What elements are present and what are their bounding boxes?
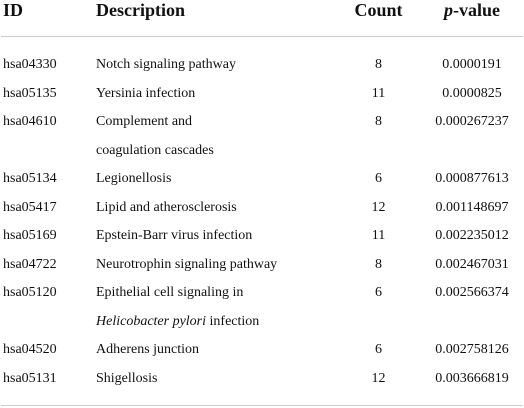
header-cell: p-value [421, 0, 523, 37]
table-cell: Legionellosis [96, 171, 172, 186]
cell-text: Epithelial cell signaling in [96, 285, 244, 300]
table-cell: 0.001148697 [435, 199, 509, 215]
table-cell: 0.000877613 [435, 171, 509, 186]
table-cell: hsa05417 [3, 199, 57, 215]
table-cell: 0.000267237 [435, 114, 509, 129]
table-body: hsa04330 Notch signaling pathway 8 0.000019… [1, 37, 523, 406]
table-cell: Epithelial cell signaling in Helicobacter… [96, 279, 336, 336]
header-row: ID Description Count p-value [1, 0, 523, 37]
table-cell: Lipid and atherosclerosis [96, 199, 237, 215]
table-cell: 8 [375, 57, 382, 72]
table-cell: hsa04520 [3, 342, 57, 357]
table-cell: hsa04330 [3, 57, 57, 72]
table-cell: 0.002467031 [435, 256, 509, 272]
cell-text: Complement and [96, 114, 193, 129]
header-cell: Count [336, 0, 421, 37]
table-header: ID Description Count p-value [1, 0, 523, 37]
table-cell: 0.003666819 [421, 364, 523, 406]
table-cell: hsa05131 [1, 364, 96, 406]
cell-text: Helicobacter pylori [96, 313, 207, 329]
table-cell: Yersinia infection [96, 85, 196, 101]
table-row: hsa05131 Shigellosis 12 0.003666819 [1, 364, 523, 406]
table-cell: Complement and coagulation cascades [96, 108, 336, 165]
table-row: hsa05134 Legionellosis 6 0.000877613 [1, 165, 523, 194]
table-cell: hsa05169 [3, 228, 57, 243]
table-row: hsa05135 Yersinia infection 11 0.0000825 [1, 80, 523, 109]
header-cell: ID [1, 0, 96, 37]
table-row: hsa04330 Notch signaling pathway 8 0.000019… [1, 37, 523, 80]
table-cell: 0.002566374 [435, 285, 509, 300]
table-cell: 11 [371, 228, 386, 243]
table-cell: 8 [375, 256, 382, 272]
table-row: hsa04722 Neurotrophin signaling pathway 8 0… [1, 251, 523, 280]
table-cell: 11 [371, 85, 386, 101]
table-cell: 8 [375, 114, 382, 129]
table-cell: 0.0000191 [442, 57, 502, 72]
table-cell: 0.002758126 [435, 342, 509, 357]
table-cell: 0.0000825 [442, 85, 502, 101]
table-cell: Shigellosis [96, 364, 336, 406]
table-cell: 12 [371, 199, 386, 215]
table-cell: 6 [375, 171, 382, 186]
table-cell: Epstein-Barr virus infection [96, 228, 253, 243]
cell-text: coagulation cascades [96, 142, 214, 158]
table-cell: hsa05135 [3, 85, 57, 101]
table-row: hsa05120 Epithelial cell signaling in Heli… [1, 279, 523, 336]
table-cell: 12 [336, 364, 421, 406]
table-cell: hsa04610 [3, 114, 57, 129]
table-row: hsa04610 Complement and coagulation cascad… [1, 108, 523, 165]
table-row: hsa05417 Lipid and atherosclerosis 12 0.001… [1, 194, 523, 223]
header-cell: Description [96, 0, 336, 37]
table-cell: hsa04722 [3, 256, 57, 272]
table-cell: Notch signaling pathway [96, 57, 236, 72]
table-cell: hsa05134 [3, 171, 57, 186]
table-cell: hsa05120 [3, 285, 57, 300]
table-cell: 6 [375, 342, 382, 357]
cell-text: infection [209, 313, 260, 329]
table-row: hsa05169 Epstein-Barr virus infection 11 0.… [1, 222, 523, 251]
table-cell: 0.002235012 [435, 228, 509, 243]
table-cell: Adherens junction [96, 342, 200, 357]
table-row: hsa04520 Adherens junction 6 0.002758126 [1, 336, 523, 365]
table-cell: Neurotrophin signaling pathway [96, 256, 278, 272]
table-cell: 6 [375, 285, 382, 300]
